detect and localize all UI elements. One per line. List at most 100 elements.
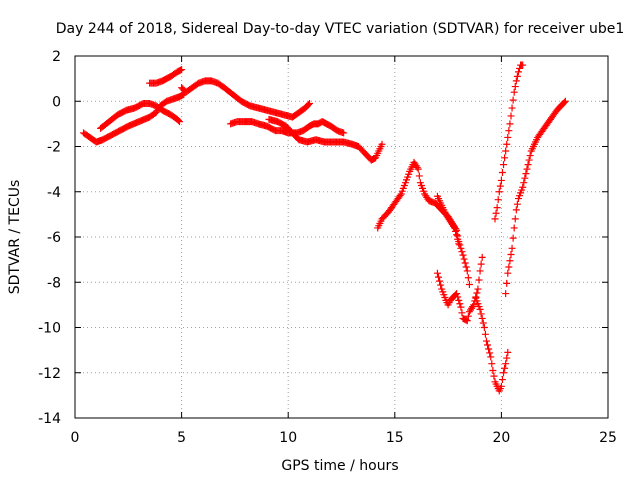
data-point: [511, 83, 519, 91]
data-point: [504, 269, 512, 277]
data-point: [523, 165, 531, 173]
data-point: [494, 196, 502, 204]
data-point: [513, 200, 521, 208]
data-point: [497, 382, 505, 390]
data-point: [509, 96, 517, 104]
data-point: [521, 174, 529, 182]
y-tick-label: -6: [47, 230, 61, 246]
data-point: [501, 364, 509, 372]
data-series-trace-8: [433, 192, 463, 248]
data-point: [498, 169, 506, 177]
data-series-trace-1: [80, 90, 188, 146]
data-point: [461, 259, 469, 267]
data-point: [455, 240, 463, 248]
data-point: [507, 251, 515, 259]
data-point: [481, 330, 489, 338]
data-point: [437, 281, 445, 289]
data-point: [510, 88, 518, 96]
data-point: [464, 274, 472, 282]
data-point: [519, 183, 527, 191]
data-point: [475, 276, 483, 284]
data-point: [560, 98, 568, 106]
data-point: [469, 303, 477, 311]
data-point: [508, 104, 516, 112]
data-point: [178, 66, 186, 74]
data-point: [464, 312, 472, 320]
data-point: [492, 209, 500, 217]
data-point: [478, 314, 486, 322]
data-point: [436, 277, 444, 285]
y-tick-label: -12: [38, 366, 61, 382]
data-point: [506, 257, 514, 265]
x-tick-label: 15: [386, 430, 404, 446]
data-series-trace-12: [502, 97, 569, 298]
x-tick-label: 5: [177, 430, 186, 446]
data-point: [511, 215, 519, 223]
data-point: [491, 215, 499, 223]
axis-ticks: 0 5 10 15 20 25 -14 -12 -10 -8 -6 -4 -2 0 2: [38, 49, 617, 446]
data-point: [503, 279, 511, 287]
data-point: [477, 310, 485, 318]
data-point: [463, 267, 471, 275]
data-point: [487, 353, 495, 361]
data-series-trace-2: [97, 100, 183, 132]
data-point: [454, 293, 462, 301]
data-series-trace-11: [491, 61, 527, 223]
data-point: [524, 161, 532, 169]
data-point: [484, 341, 492, 349]
data-point: [504, 133, 512, 141]
y-tick-label: -2: [47, 140, 61, 156]
data-point: [496, 182, 504, 190]
data-point: [306, 100, 314, 108]
y-tick-label: -4: [47, 185, 61, 201]
grid: [75, 56, 608, 418]
data-point: [500, 161, 508, 169]
data-point: [452, 227, 460, 235]
x-tick-label: 25: [599, 430, 617, 446]
data-point: [510, 224, 518, 232]
data-series-trace-10: [472, 294, 512, 395]
data-point: [486, 349, 494, 357]
data-point: [501, 154, 509, 162]
data-point: [396, 192, 404, 200]
data-point: [433, 269, 441, 277]
data-point: [490, 372, 498, 380]
data-point: [505, 263, 513, 271]
y-tick-label: 0: [52, 94, 61, 110]
data-point: [514, 68, 522, 76]
x-tick-label: 20: [492, 430, 510, 446]
data-point: [473, 289, 481, 297]
data-point: [493, 204, 501, 212]
data-point: [457, 303, 465, 311]
data-point: [175, 118, 183, 126]
data-point: [413, 163, 421, 171]
data-point: [513, 72, 521, 80]
y-axis-title: SDTVAR / TECUs: [7, 180, 23, 295]
data-point: [502, 290, 510, 298]
data-point: [519, 61, 527, 69]
data-point: [435, 273, 443, 281]
data-point: [488, 360, 496, 368]
data-point: [512, 77, 520, 85]
chart-title: Day 244 of 2018, Sidereal Day-to-day VTE…: [56, 21, 625, 37]
x-axis-title: GPS time / hours: [281, 458, 398, 474]
data-point: [456, 241, 464, 249]
data-point: [482, 337, 490, 345]
data-point: [502, 147, 510, 155]
data-point: [526, 152, 534, 160]
data-series-trace-3: [146, 66, 186, 87]
y-tick-label: 2: [52, 49, 61, 65]
data-point: [459, 251, 467, 259]
y-tick-label: -8: [47, 275, 61, 291]
data-point: [414, 165, 422, 173]
data-point: [474, 285, 482, 293]
data-point: [505, 127, 513, 135]
data-point: [479, 319, 487, 327]
y-tick-label: -10: [38, 321, 61, 337]
data-point: [477, 260, 485, 268]
data-point: [455, 296, 463, 304]
data-point: [503, 140, 511, 148]
data-series-trace-4: [178, 77, 314, 121]
data-point: [522, 170, 530, 178]
data-point: [453, 231, 461, 239]
